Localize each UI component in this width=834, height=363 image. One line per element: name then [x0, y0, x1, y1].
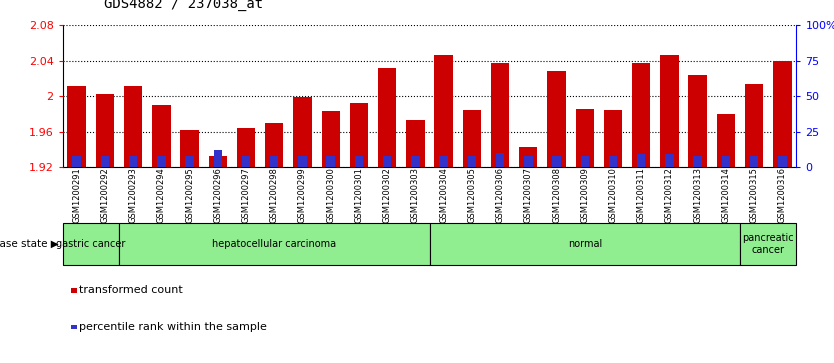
Bar	[152, 105, 170, 167]
Text: GSM1200294: GSM1200294	[157, 167, 166, 223]
Bar	[406, 120, 425, 167]
Text: GSM1200291: GSM1200291	[73, 167, 81, 223]
Bar	[378, 68, 396, 167]
Bar	[547, 72, 565, 167]
Bar	[265, 123, 284, 167]
Text: GDS4882 / 237038_at: GDS4882 / 237038_at	[104, 0, 264, 11]
Text: normal: normal	[568, 239, 602, 249]
Bar	[721, 156, 730, 167]
Bar	[157, 156, 166, 167]
Bar	[237, 128, 255, 167]
Bar	[270, 156, 279, 167]
Text: GSM1200305: GSM1200305	[467, 167, 476, 223]
Bar	[604, 110, 622, 167]
Text: GSM1200314: GSM1200314	[721, 167, 731, 223]
Bar	[129, 156, 138, 167]
Bar	[326, 156, 335, 167]
Bar	[524, 156, 533, 167]
Bar	[430, 223, 740, 265]
Bar	[745, 84, 763, 167]
Text: GSM1200302: GSM1200302	[383, 167, 392, 223]
Bar	[661, 56, 679, 167]
Bar	[214, 150, 222, 167]
Text: GSM1200304: GSM1200304	[440, 167, 448, 223]
Text: GSM1200296: GSM1200296	[214, 167, 223, 223]
Bar	[349, 103, 368, 167]
Bar	[322, 111, 340, 167]
Text: GSM1200311: GSM1200311	[636, 167, 646, 223]
Bar	[609, 156, 617, 167]
Bar	[637, 154, 646, 167]
Text: GSM1200298: GSM1200298	[269, 167, 279, 223]
Bar	[208, 156, 227, 167]
Bar	[242, 156, 250, 167]
Text: gastric cancer: gastric cancer	[56, 239, 125, 249]
Text: GSM1200307: GSM1200307	[524, 167, 533, 223]
Bar	[740, 223, 796, 265]
Bar	[440, 156, 448, 167]
Text: disease state ▶: disease state ▶	[0, 239, 58, 249]
Bar	[299, 156, 307, 167]
Text: GSM1200312: GSM1200312	[665, 167, 674, 223]
Bar	[468, 156, 476, 167]
Text: GSM1200300: GSM1200300	[326, 167, 335, 223]
Text: GSM1200301: GSM1200301	[354, 167, 364, 223]
Bar	[463, 110, 481, 167]
Bar	[435, 56, 453, 167]
Bar	[496, 153, 505, 167]
Text: percentile rank within the sample: percentile rank within the sample	[79, 322, 267, 332]
Text: GSM1200313: GSM1200313	[693, 167, 702, 223]
Text: GSM1200303: GSM1200303	[411, 167, 420, 223]
Bar	[124, 86, 143, 167]
Bar	[73, 156, 81, 167]
Bar	[185, 156, 193, 167]
Text: GSM1200293: GSM1200293	[128, 167, 138, 223]
Text: GSM1200310: GSM1200310	[609, 167, 617, 223]
Bar	[101, 156, 109, 167]
Text: GSM1200316: GSM1200316	[778, 167, 786, 223]
Bar	[716, 114, 735, 167]
Bar	[180, 130, 198, 167]
Bar	[63, 223, 119, 265]
Bar	[491, 64, 510, 167]
Text: GSM1200295: GSM1200295	[185, 167, 194, 223]
Bar	[632, 64, 651, 167]
Bar	[552, 156, 560, 167]
Text: GSM1200297: GSM1200297	[242, 167, 250, 223]
Text: transformed count: transformed count	[79, 285, 183, 295]
Bar	[778, 156, 786, 167]
Text: pancreatic
cancer: pancreatic cancer	[742, 233, 794, 255]
Text: GSM1200308: GSM1200308	[552, 167, 561, 223]
Bar	[580, 156, 589, 167]
Bar	[689, 75, 707, 167]
Bar	[294, 97, 312, 167]
Bar	[354, 156, 363, 167]
Bar	[383, 156, 391, 167]
Bar	[773, 61, 791, 167]
Bar	[750, 156, 758, 167]
Text: GSM1200299: GSM1200299	[298, 167, 307, 223]
Bar	[119, 223, 430, 265]
Text: GSM1200315: GSM1200315	[750, 167, 759, 223]
Text: hepatocellular carcinoma: hepatocellular carcinoma	[212, 239, 336, 249]
Bar	[575, 110, 594, 167]
Bar	[693, 156, 702, 167]
Bar	[96, 94, 114, 167]
Bar	[666, 154, 674, 167]
Bar	[411, 156, 420, 167]
Text: GSM1200306: GSM1200306	[495, 167, 505, 223]
Text: GSM1200292: GSM1200292	[100, 167, 109, 223]
Bar	[68, 86, 86, 167]
Bar	[519, 147, 537, 167]
Text: GSM1200309: GSM1200309	[580, 167, 590, 223]
